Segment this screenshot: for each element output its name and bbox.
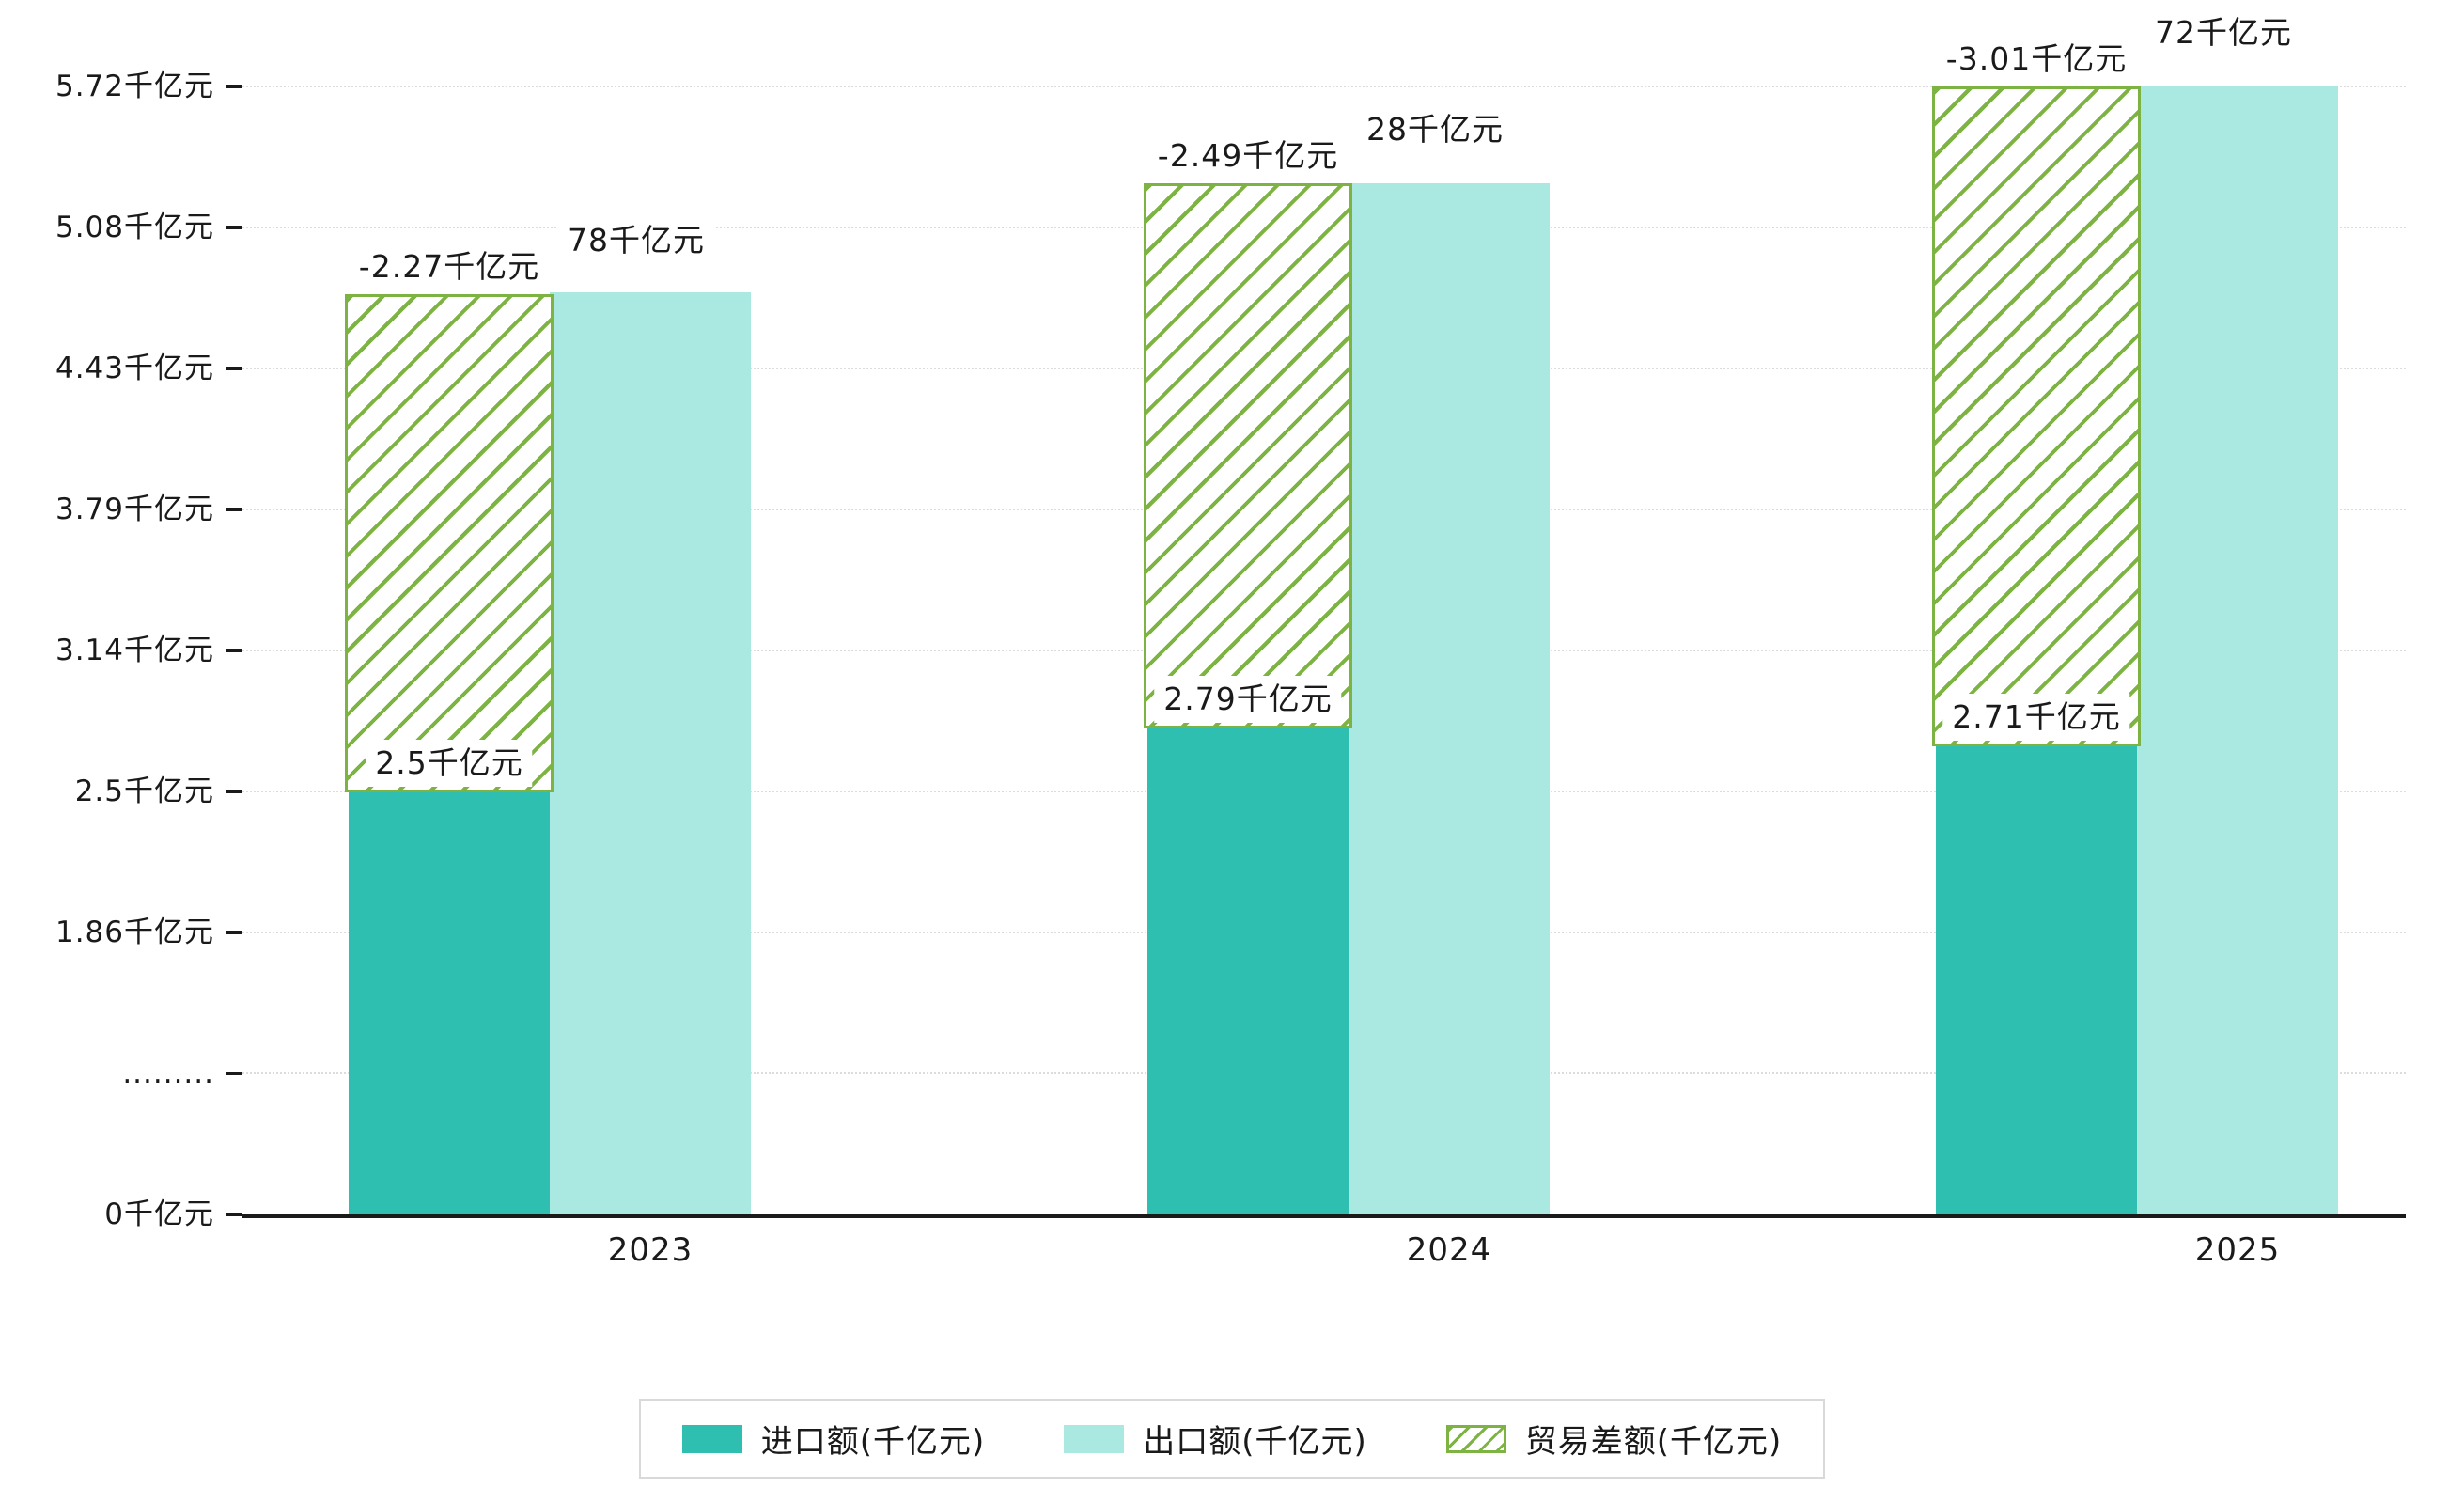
- export-value-label-2024: 28千亿元: [1357, 106, 1513, 153]
- y-tick-mark: [226, 1213, 242, 1216]
- export-bar-2025: [2137, 86, 2338, 1214]
- y-tick-mark: [226, 790, 242, 793]
- legend-item-trade-balance: 贸易差额(千亿元): [1445, 1416, 1783, 1462]
- x-tick-label-2023: 2023: [607, 1231, 694, 1269]
- import-value-label-2025: 2.71千亿元: [1942, 694, 2130, 741]
- import-value-label-2023: 2.5千亿元: [366, 740, 533, 787]
- trade-balance-bar-2023: [345, 294, 554, 792]
- y-tick-label: .........: [122, 1057, 214, 1090]
- export-swatch-icon: [1064, 1424, 1125, 1453]
- export-bar-2023: [550, 292, 751, 1214]
- y-tick-label: 5.72千亿元: [55, 70, 214, 103]
- y-tick-mark: [226, 931, 242, 934]
- export-value-label-2023: 78千亿元: [558, 217, 714, 264]
- x-tick-label-2025: 2025: [2194, 1231, 2281, 1269]
- y-tick-mark: [226, 85, 242, 88]
- y-tick-mark: [226, 226, 242, 229]
- x-tick-label-2024: 2024: [1406, 1231, 1492, 1269]
- export-value-label-2025: 72千亿元: [2145, 9, 2301, 56]
- legend-label-trade-balance: 贸易差额(千亿元): [1524, 1423, 1783, 1461]
- legend-wrap: 进口额(千亿元) 出口额(千亿元) 贸易差额(千亿元): [0, 1399, 2464, 1479]
- import-value-label-2024: 2.79千亿元: [1154, 676, 1342, 723]
- y-tick-mark: [226, 1072, 242, 1075]
- import-bar-2023: [349, 792, 550, 1214]
- import-bar-2025: [1936, 746, 2137, 1214]
- y-tick-label: 3.79千亿元: [55, 493, 214, 526]
- legend-label-export: 出口额(千亿元): [1143, 1423, 1367, 1461]
- y-tick-label: 0千亿元: [104, 1198, 214, 1231]
- y-tick-mark: [226, 508, 242, 511]
- trade-balance-value-label-2023: -2.27千亿元: [349, 243, 550, 290]
- y-tick-mark: [226, 649, 242, 652]
- y-tick-mark: [226, 367, 242, 370]
- legend-item-import: 进口额(千亿元): [681, 1416, 986, 1462]
- export-bar-2024: [1349, 183, 1550, 1214]
- trade-balance-value-label-2024: -2.49千亿元: [1147, 133, 1349, 180]
- trade-balance-bar-2025: [1932, 86, 2141, 746]
- y-tick-label: 5.08千亿元: [55, 211, 214, 244]
- trade-balance-hatch-swatch-icon: [1445, 1424, 1506, 1453]
- y-tick-label: 1.86千亿元: [55, 916, 214, 949]
- legend-label-import: 进口额(千亿元): [760, 1423, 986, 1461]
- trade-balance-value-label-2025: -3.01千亿元: [1936, 36, 2137, 83]
- gridline: [242, 86, 2406, 87]
- y-tick-label: 4.43千亿元: [55, 352, 214, 385]
- trade-balance-bar-2024: [1144, 183, 1352, 728]
- legend: 进口额(千亿元) 出口额(千亿元) 贸易差额(千亿元): [638, 1399, 1826, 1479]
- x-axis-line: [242, 1214, 2406, 1218]
- y-tick-label: 2.5千亿元: [74, 775, 214, 808]
- legend-item-export: 出口额(千亿元): [1064, 1416, 1367, 1462]
- import-swatch-icon: [681, 1424, 742, 1453]
- import-bar-2024: [1147, 728, 1349, 1214]
- y-tick-label: 3.14千亿元: [55, 634, 214, 667]
